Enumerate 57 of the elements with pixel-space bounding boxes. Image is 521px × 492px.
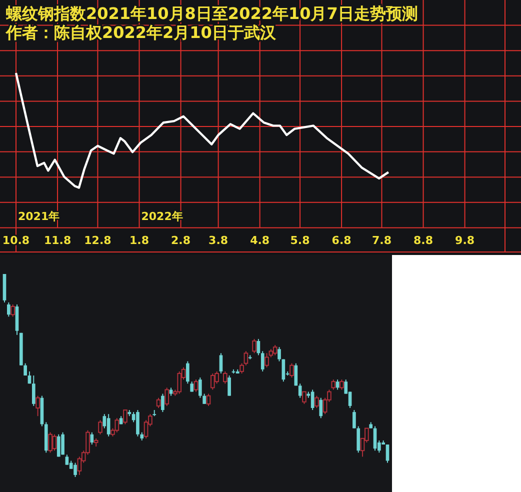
x-tick-label: 9.8 — [455, 234, 475, 247]
candlestick — [340, 379, 344, 390]
candlestick — [264, 352, 269, 368]
candlestick — [202, 393, 206, 404]
candlestick — [294, 362, 298, 386]
candlestick — [219, 352, 223, 374]
candlestick — [136, 410, 140, 437]
candlestick — [290, 362, 294, 378]
x-tick-label: 5.8 — [290, 234, 310, 247]
candlestick — [314, 395, 319, 408]
candlestick — [356, 426, 360, 454]
candlestick — [36, 395, 40, 417]
candlestick — [298, 383, 302, 398]
candlestick — [177, 370, 182, 394]
candlestick — [331, 379, 336, 390]
x-tick-label: 7.8 — [372, 234, 392, 247]
candlestick — [210, 372, 215, 390]
candlestick — [106, 414, 110, 437]
candlestick — [98, 420, 102, 435]
x-tick-label: 2.8 — [171, 234, 191, 247]
candlestick — [206, 393, 211, 406]
candlestick — [194, 379, 198, 392]
x-tick-label: 8.8 — [414, 234, 434, 247]
candlestick — [228, 375, 231, 396]
candlestick — [222, 370, 228, 384]
candlestick — [164, 387, 170, 406]
candlestick — [186, 360, 190, 384]
candlestick — [278, 346, 281, 362]
x-tick-label: 12.8 — [84, 234, 112, 247]
candlestick — [114, 418, 120, 433]
x-tick-label: 6.8 — [332, 234, 352, 247]
candlestick — [74, 462, 77, 478]
candlestick — [61, 432, 64, 456]
candlestick — [352, 410, 356, 429]
candlestick — [123, 410, 128, 425]
x-tick-label: 3.8 — [208, 234, 228, 247]
candlestick — [48, 432, 52, 454]
candlestick — [32, 375, 36, 406]
candlestick — [161, 393, 164, 413]
candlestick — [386, 444, 390, 464]
x-tick-label: 4.8 — [250, 234, 270, 247]
candlestick — [65, 454, 69, 466]
x-tick-label: 11.8 — [44, 234, 72, 247]
candlestick — [302, 391, 306, 404]
candlestick — [310, 389, 314, 411]
candlestick — [10, 304, 15, 318]
x-tick-label: 1.8 — [130, 234, 150, 247]
candlestick — [24, 362, 27, 376]
candlestick — [319, 397, 323, 419]
candlestick — [6, 302, 10, 318]
candlestick — [156, 397, 161, 408]
candlestick — [252, 338, 256, 354]
candlestick — [260, 350, 264, 372]
candlestick — [52, 434, 57, 452]
candlestick — [272, 344, 278, 356]
candlestick — [56, 434, 60, 458]
candlestick — [198, 377, 202, 398]
